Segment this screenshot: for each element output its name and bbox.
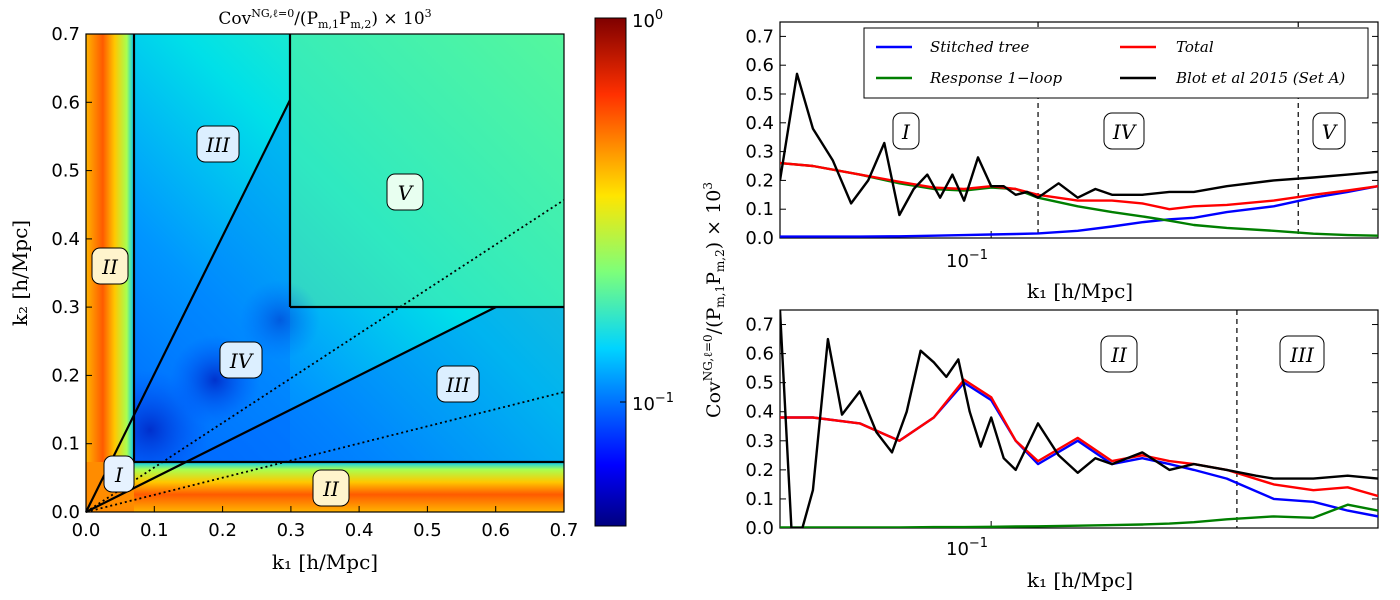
series-total [780, 378, 1378, 498]
svg-text:III: III [445, 373, 471, 397]
svg-text:II: II [101, 255, 119, 279]
bottom-plot-frame [779, 309, 1379, 529]
ytick-label: 0.2 [745, 170, 774, 191]
heatmap-yticks: 0.0 0.1 0.2 0.3 0.4 0.5 0.6 0.7 [51, 24, 92, 523]
region-label-III-bottom-panel: III [1279, 335, 1325, 373]
series-blot-et-al-2015-set-a [780, 310, 1378, 528]
bottom-xlabel: k₁ [h/Mpc] [1027, 568, 1133, 592]
ytick-label: 0.6 [745, 55, 774, 76]
svg-text:II: II [1110, 343, 1128, 367]
region-label-II-left: II [91, 247, 129, 285]
ytick-label: 0.4 [51, 229, 80, 250]
ytick-label: 0.7 [51, 24, 80, 45]
ytick-label: 0.0 [745, 228, 774, 249]
xtick-label: 0.1 [140, 520, 169, 541]
svg-text:II: II [322, 477, 340, 501]
legend-label: Blot et al 2015 (Set A) [1175, 69, 1345, 87]
series-response-1-loop [780, 161, 1378, 237]
svg-text:III: III [1289, 343, 1315, 367]
colorbar-mid-label: 10−1 [632, 391, 674, 415]
region-label-IV: IV [219, 341, 263, 379]
series-total [780, 161, 1378, 211]
bottom-ytick-group: 0.0 0.1 0.2 0.3 0.4 0.5 0.6 0.7 [745, 315, 1378, 539]
ytick-label: 0.6 [745, 344, 774, 365]
region-label-III-right: III [436, 365, 480, 403]
top-ytick-group: 0.0 0.1 0.2 0.3 0.4 0.5 0.6 0.7 [745, 26, 1378, 249]
region-label-II-bottom: II [312, 469, 350, 507]
heatmap-panel: III V II IV III I II [8, 7, 674, 574]
ytick-label: 0.7 [745, 26, 774, 47]
top-line-panel: 0.0 0.1 0.2 0.3 0.4 0.5 0.6 0.7 I IV V Stitched… [745, 21, 1379, 303]
ytick-label: 0.0 [51, 502, 80, 523]
ytick-label: 0.1 [745, 489, 774, 510]
ytick-label: 0.5 [745, 373, 774, 394]
series-response-1-loop [780, 503, 1378, 528]
series-stitched-tree [780, 185, 1378, 238]
xtick-label: 0.7 [550, 520, 579, 541]
colorbar-top-label: 100 [632, 8, 663, 32]
svg-text:I: I [114, 463, 124, 487]
ytick-label: 0.1 [745, 199, 774, 220]
ytick-label: 0.4 [745, 402, 774, 423]
heatmap-title: CovNG,ℓ=0/(Pm,1Pm,2) × 103 [218, 7, 431, 31]
ytick-label: 0.3 [51, 297, 80, 318]
legend-label: Total [1176, 38, 1214, 56]
region-label-IV-top-panel: IV [1103, 112, 1145, 150]
heatmap-xlabel: k₁ [h/Mpc] [272, 550, 378, 574]
svg-text:I: I [901, 120, 911, 144]
dotted-ratio-lines [85, 199, 565, 513]
heatmap-image [86, 34, 564, 512]
svg-text:III: III [205, 133, 231, 157]
legend: Stitched tree Total Response 1−loop Blot… [863, 27, 1369, 99]
ytick-label: 0.3 [745, 431, 774, 452]
region-label-I-top-panel: I [892, 112, 920, 150]
ytick-label: 0.3 [745, 142, 774, 163]
svg-text:IV: IV [1112, 120, 1138, 144]
ytick-label: 0.4 [745, 113, 774, 134]
shared-ylabel: CovNG,ℓ=0/(Pm,1Pm,2) × 103 [701, 182, 727, 418]
bottom-xtick-label: 10−1 [946, 536, 988, 560]
series-blot-et-al-2015-set-a [780, 72, 1378, 217]
xtick-label: 0.5 [413, 520, 442, 541]
legend-label: Response 1−loop [929, 69, 1062, 87]
xtick-label: 0.3 [277, 520, 306, 541]
region-boundaries [85, 34, 564, 513]
region-label-V: V [386, 173, 424, 211]
heatmap-frame [85, 33, 565, 513]
xtick-label: 0.2 [208, 520, 237, 541]
ytick-label: 0.5 [745, 84, 774, 105]
xtick-label: 0.4 [345, 520, 374, 541]
heatmap-ylabel: k₂ [h/Mpc] [8, 220, 32, 326]
bottom-line-panel: 0.0 0.1 0.2 0.3 0.4 0.5 0.6 0.7 II III 10−1 k₁ … [745, 309, 1379, 592]
bottom-series-group [780, 310, 1378, 528]
region-label-I: I [103, 455, 135, 493]
ytick-label: 0.2 [745, 460, 774, 481]
legend-label: Stitched tree [930, 38, 1030, 56]
region-label-V-top-panel: V [1312, 112, 1346, 150]
ytick-label: 0.2 [51, 365, 80, 386]
svg-text:V: V [1322, 120, 1339, 144]
heatmap-xticks: 0.0 0.1 0.2 0.3 0.4 0.5 0.6 0.7 [72, 506, 579, 541]
ytick-label: 0.5 [51, 161, 80, 182]
colorbar: 100 10−1 [594, 8, 674, 527]
ytick-label: 0.6 [51, 92, 80, 113]
ytick-label: 0.1 [51, 434, 80, 455]
top-xtick-label: 10−1 [946, 248, 988, 272]
top-xlabel: k₁ [h/Mpc] [1027, 279, 1133, 303]
xtick-label: 0.0 [72, 520, 101, 541]
svg-text:IV: IV [229, 349, 255, 373]
ytick-label: 0.7 [745, 315, 774, 336]
region-label-II-bottom-panel: II [1100, 335, 1138, 373]
region-label-III-top: III [196, 125, 240, 163]
ytick-label: 0.0 [745, 518, 774, 539]
xtick-label: 0.6 [481, 520, 510, 541]
svg-text:V: V [398, 181, 415, 205]
top-series-group [780, 72, 1378, 238]
